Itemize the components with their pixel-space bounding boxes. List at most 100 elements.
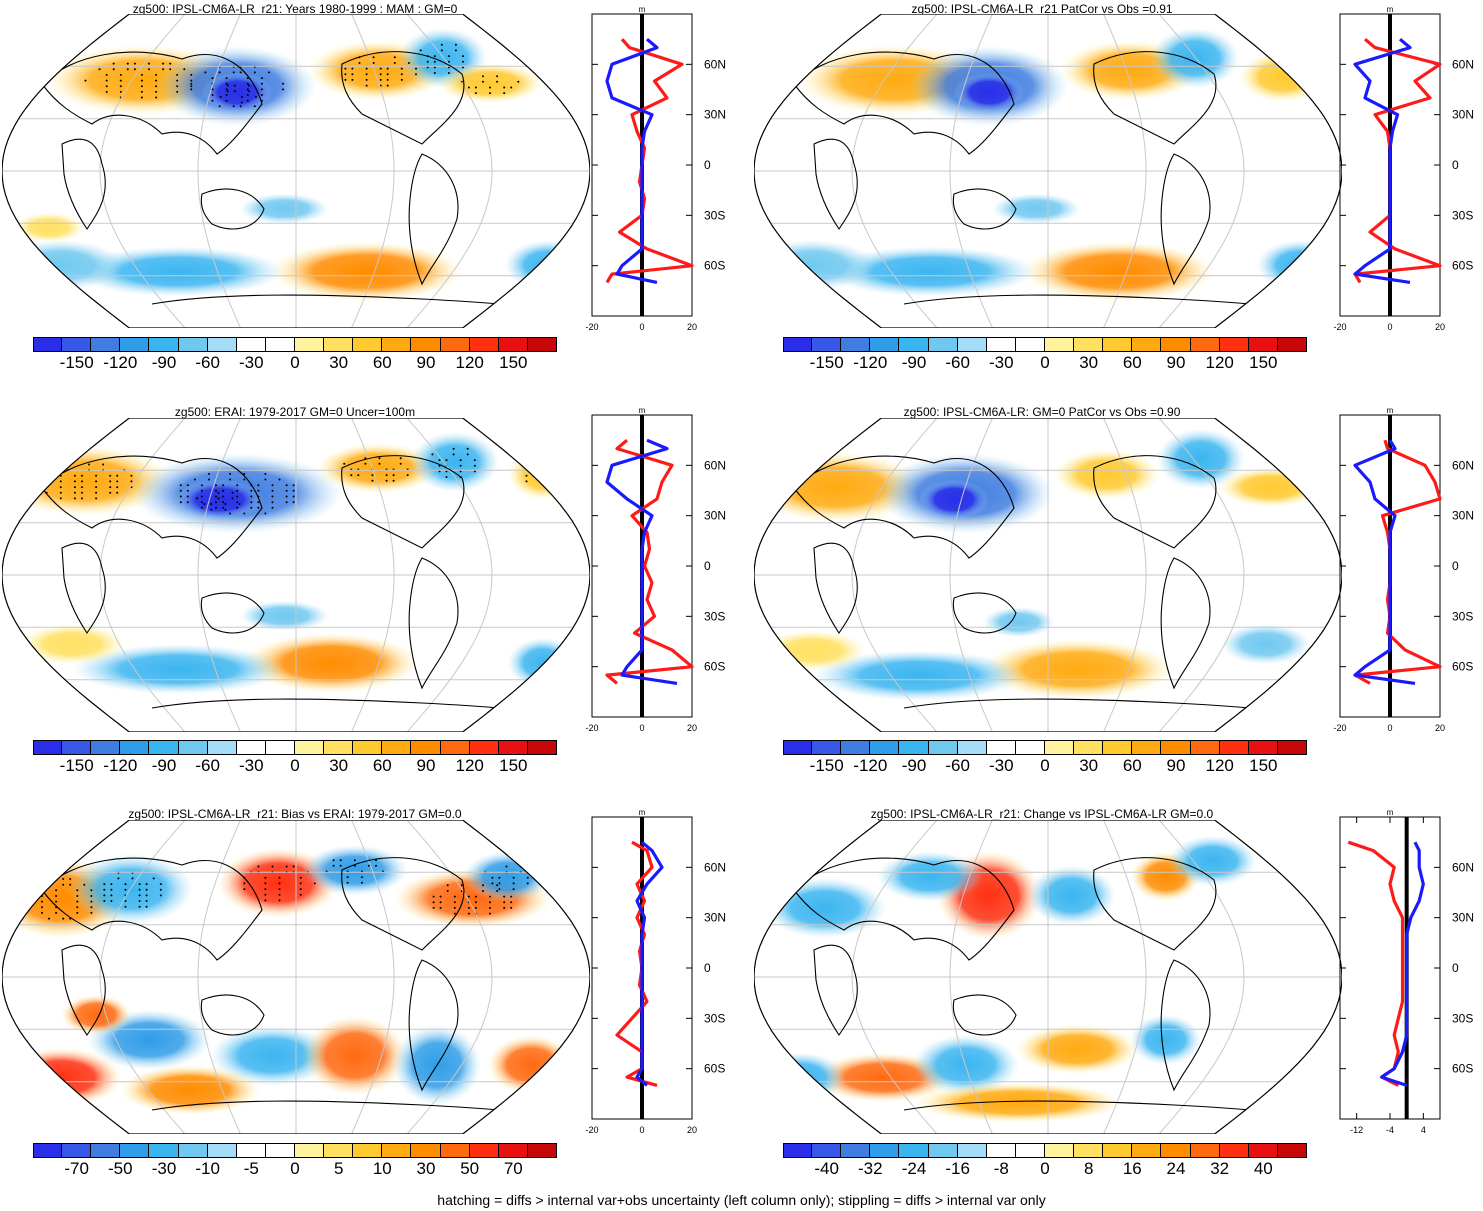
map-outline <box>2 418 590 732</box>
panel-6: zg500: IPSL-CM6A-LR_r21: Change vs IPSL-… <box>742 795 1482 1190</box>
colorbar-swatch <box>812 740 842 755</box>
anomaly-region <box>1027 865 1116 926</box>
anomaly-region <box>243 632 420 693</box>
anomaly-region <box>812 650 1025 701</box>
anomaly-region <box>437 63 543 104</box>
profile-xtick-label: 0 <box>1387 322 1392 332</box>
colorbar-swatch <box>149 1143 179 1158</box>
colorbar-swatch <box>928 337 958 352</box>
colorbar-tick-label: 70 <box>503 1159 523 1178</box>
profile-ytick-label: 60N <box>1452 57 1474 71</box>
anomaly-region <box>1168 835 1257 886</box>
colorbar-swatch <box>33 1143 63 1158</box>
colorbar-tick-label: 50 <box>460 1159 480 1178</box>
profile-ytick-label: 0 <box>704 559 711 573</box>
colorbar-swatch <box>1248 337 1278 352</box>
colorbar-swatch <box>91 337 121 352</box>
colorbar-tick-label: -120 <box>853 353 888 372</box>
colorbar-swatch <box>899 337 929 352</box>
colorbar-swatch <box>265 1143 295 1158</box>
colorbar-swatch <box>928 740 958 755</box>
colorbar-swatch <box>207 740 237 755</box>
anomaly-region <box>119 1064 261 1116</box>
profile-line-red <box>1353 37 1442 284</box>
anomaly-region <box>1021 241 1216 302</box>
profile-unit: m <box>1387 406 1394 415</box>
profile-line-blue <box>605 37 659 284</box>
colorbar-swatch <box>957 740 987 755</box>
colorbar-tick-label: -150 <box>59 756 94 775</box>
map-outline <box>754 14 1342 328</box>
profile-unit: m <box>639 406 646 415</box>
robinson-map <box>2 14 590 328</box>
colorbar-tick-label: 16 <box>1122 1159 1142 1178</box>
colorbar-tick-label: 0 <box>1040 1159 1050 1178</box>
colorbar-tick-label: 150 <box>499 353 528 372</box>
colorbar-tick-label: -16 <box>945 1159 970 1178</box>
profile-xtick-label: 20 <box>1435 723 1445 733</box>
colorbar-tick-label: -70 <box>64 1159 89 1178</box>
anomaly-region <box>316 443 440 494</box>
profile-xtick-label: 0 <box>639 322 644 332</box>
colorbar-swatch <box>498 337 528 352</box>
anomaly-region <box>980 639 1175 700</box>
colorbar-swatch <box>986 337 1016 352</box>
graticule <box>2 820 590 1134</box>
colorbar-labels: -150 -120 -90 -60 -30 0 30 60 90 120 150 <box>33 353 557 375</box>
colorbar-swatch <box>265 337 295 352</box>
colorbar-swatch <box>1015 337 1045 352</box>
anomaly-region <box>1130 1014 1201 1065</box>
colorbar-swatch <box>91 740 121 755</box>
anomaly-region <box>301 845 408 896</box>
colorbar-swatch <box>899 740 929 755</box>
panel-2: zg500: IPSL-CM6A-LR_r21 PatCor vs Obs =0… <box>742 0 1482 395</box>
anomaly-region <box>1015 1024 1140 1075</box>
colorbar-swatch <box>1132 1143 1162 1158</box>
graticule <box>2 14 590 328</box>
anomaly-region <box>754 240 875 291</box>
profile-xtick-label: 0 <box>639 1125 644 1135</box>
anomaly-region <box>72 246 285 297</box>
colorbar-swatch <box>440 337 470 352</box>
colorbar-tick-label: 60 <box>1122 353 1142 372</box>
colorbar-tick-label: -30 <box>989 353 1014 372</box>
colorbar-swatch <box>1190 740 1220 755</box>
colorbar-swatch <box>1219 337 1249 352</box>
profile-ytick-label: 60S <box>1452 660 1473 674</box>
profile-line-blue <box>1380 841 1425 1087</box>
colorbar-tick-label: 0 <box>1040 756 1050 775</box>
colorbar-tick-label: -30 <box>989 756 1014 775</box>
profile-ytick-label: 0 <box>704 961 711 975</box>
profile-xtick-label: 4 <box>1421 1125 1426 1135</box>
colorbar-tick-label: 60 <box>372 353 392 372</box>
colorbar-swatch <box>382 740 412 755</box>
anomaly-region <box>69 853 194 925</box>
anomaly-region <box>13 212 85 243</box>
profile-ytick-label: 0 <box>1452 961 1459 975</box>
colorbar <box>783 337 1307 352</box>
colorbar-tick-label: 150 <box>1249 353 1278 372</box>
colorbar-tick-label: -120 <box>103 756 138 775</box>
colorbar-labels: -150 -120 -90 -60 -30 0 30 60 90 120 150 <box>783 353 1307 375</box>
robinson-map <box>754 14 1342 328</box>
profile-unit: m <box>639 5 646 14</box>
anomaly-region <box>912 1082 1125 1123</box>
anomaly-region <box>1150 27 1240 89</box>
colorbar-tick-label: -30 <box>151 1159 177 1178</box>
profile-xtick-label: -20 <box>1333 322 1346 332</box>
colorbar-tick-label: 30 <box>1079 756 1099 775</box>
anomaly-region <box>60 994 132 1035</box>
colorbar-swatch <box>498 1143 528 1158</box>
profile-line-red <box>1353 439 1442 685</box>
colorbar-swatch <box>120 337 150 352</box>
colorbar-tick-label: 120 <box>1205 756 1234 775</box>
colorbar-swatch <box>1103 1143 1133 1158</box>
colorbar-tick-label: -32 <box>858 1159 883 1178</box>
panel-title: zg500: IPSL-CM6A-LR: GM=0 PatCor vs Obs … <box>903 405 1181 419</box>
colorbar-swatch <box>1277 1143 1307 1158</box>
colorbar-tick-label: -150 <box>59 353 94 372</box>
colorbar-swatch <box>870 740 900 755</box>
colorbar-tick-label: -30 <box>239 756 264 775</box>
profile-unit: m <box>1387 5 1394 14</box>
anomaly-region <box>953 72 1025 113</box>
